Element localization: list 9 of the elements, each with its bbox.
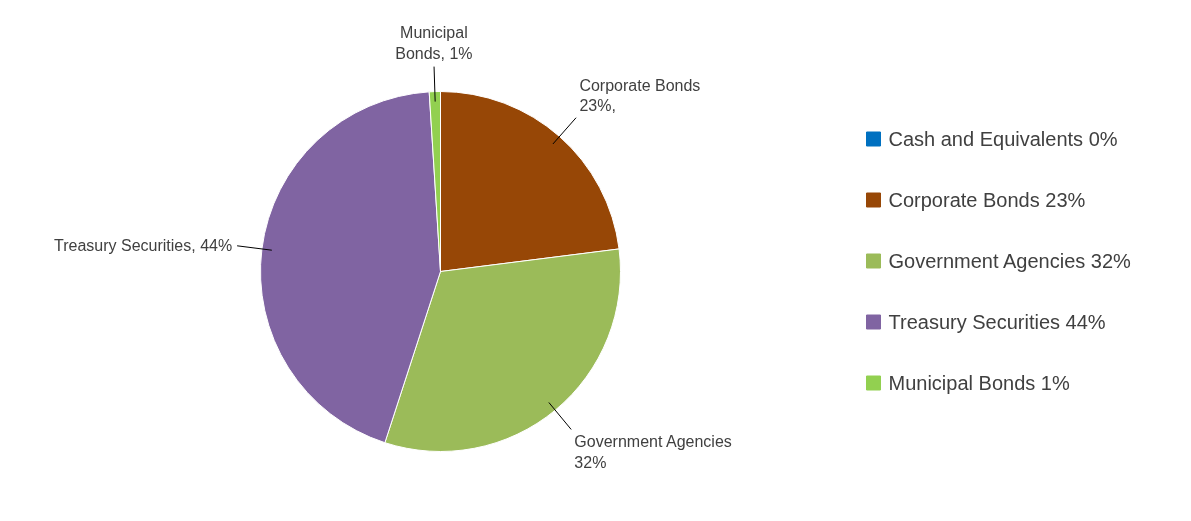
legend-label: Corporate Bonds 23% xyxy=(888,189,1086,211)
data-label: Municipal Bonds, 1% xyxy=(395,24,473,62)
data-label: Corporate Bonds 23%, xyxy=(579,76,701,114)
data-label: Treasury Securities, 44% xyxy=(54,236,233,254)
legend-label: Cash and Equivalents 0% xyxy=(888,128,1118,150)
data-label: Government Agencies 32% xyxy=(574,433,732,471)
legend-label: Government Agencies 32% xyxy=(888,250,1132,272)
legend-label: Treasury Securities 44% xyxy=(888,311,1106,333)
legend-label: Municipal Bonds 1% xyxy=(888,372,1070,394)
